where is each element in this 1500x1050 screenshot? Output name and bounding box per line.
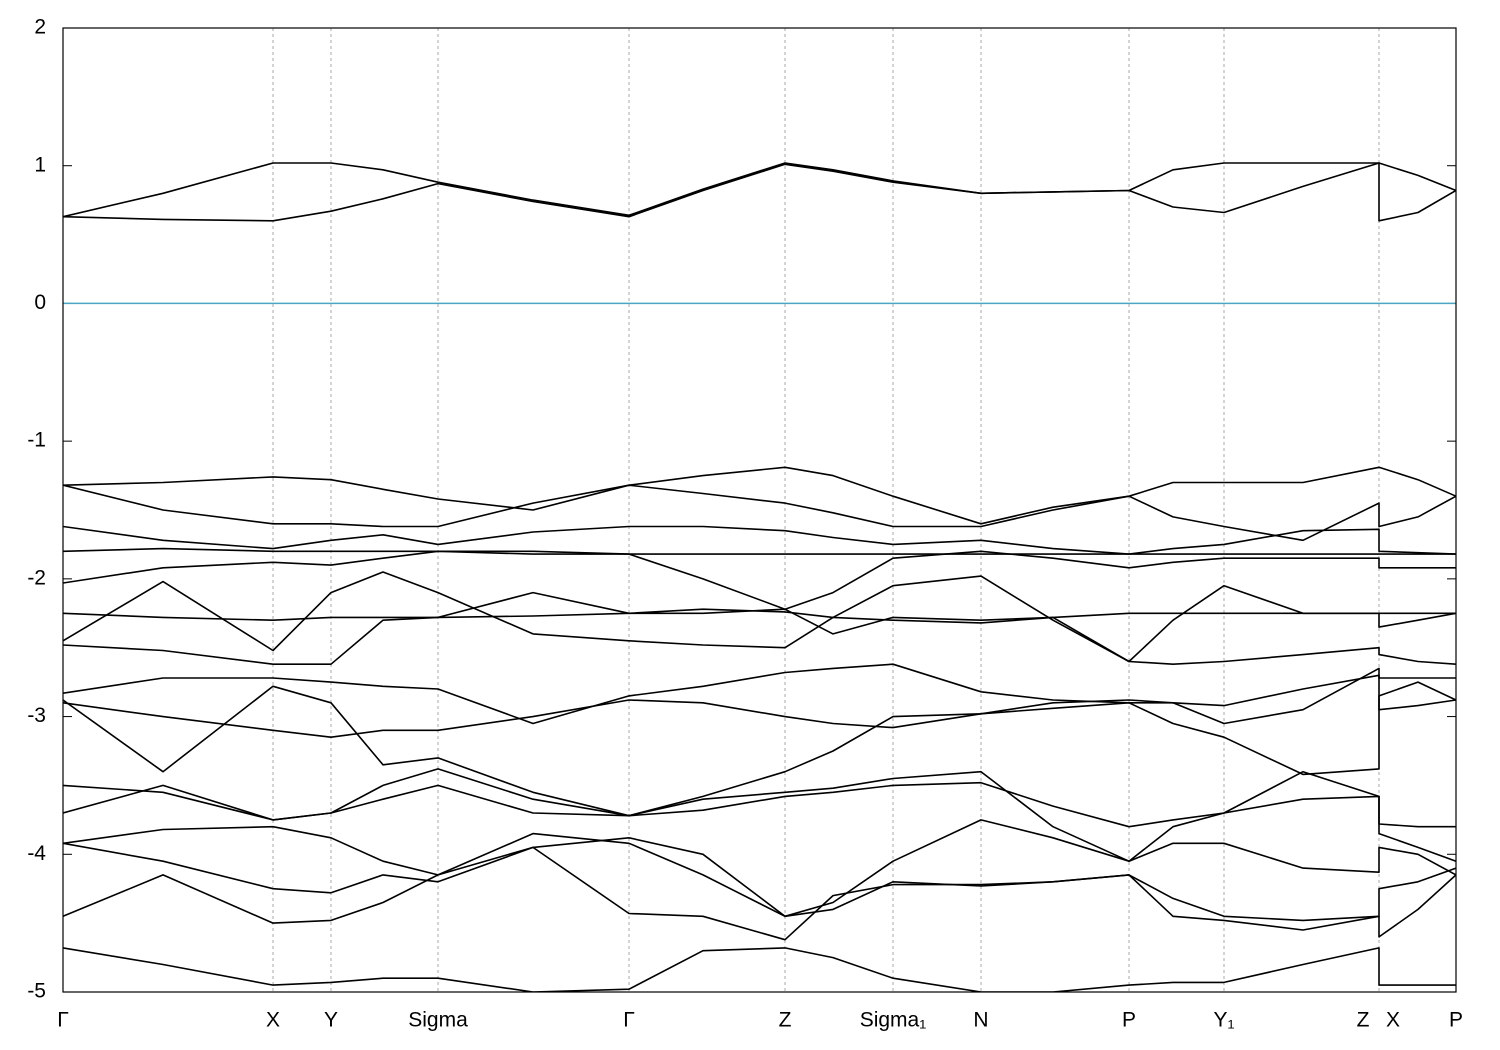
band-line [63, 768, 1456, 862]
y-tick-label: -5 [27, 980, 46, 1003]
x-tick-label: Γ [623, 1009, 635, 1032]
x-tick-label: Z [779, 1009, 792, 1032]
bands [63, 162, 1456, 992]
y-tick-label: -4 [27, 842, 46, 865]
x-tick-label: P [1449, 1009, 1463, 1032]
x-tick-label: Γ [57, 1009, 69, 1032]
band-line [63, 947, 1456, 992]
x-tick-label: Sigma [408, 1009, 468, 1032]
band-line [63, 571, 1456, 663]
band-line [63, 667, 1456, 738]
x-tick-label: P [1122, 1009, 1136, 1032]
x-tick-label: X [1386, 1009, 1400, 1032]
band-line [63, 162, 1456, 222]
x-tick-label: N [973, 1009, 988, 1032]
band-line [63, 525, 1456, 555]
band-line [63, 663, 1456, 725]
band-line [63, 550, 1456, 610]
band-line [63, 484, 1456, 542]
y-tick-label: -3 [27, 704, 46, 727]
y-tick-label: 1 [34, 153, 46, 176]
band-line [63, 846, 1456, 941]
y-tick-label: 2 [34, 16, 46, 39]
band-line [63, 591, 1456, 665]
y-tick-label: -2 [27, 566, 46, 589]
y-tick-label: 0 [34, 291, 46, 314]
x-tick-label: Y [324, 1009, 338, 1032]
x-tick-label: Sigma₁ [860, 1009, 927, 1032]
band-line [63, 819, 1456, 918]
band-line [63, 162, 1456, 218]
y-tick-label: -1 [27, 429, 46, 452]
x-tick-label: X [266, 1009, 280, 1032]
x-tick-label: Z [1357, 1009, 1370, 1032]
band-line [63, 547, 1456, 555]
x-tick-label: Y₁ [1213, 1009, 1234, 1032]
plot-frame [62, 27, 1457, 993]
band-line [63, 781, 1456, 828]
band-line [63, 466, 1456, 525]
band-line [63, 837, 1456, 922]
